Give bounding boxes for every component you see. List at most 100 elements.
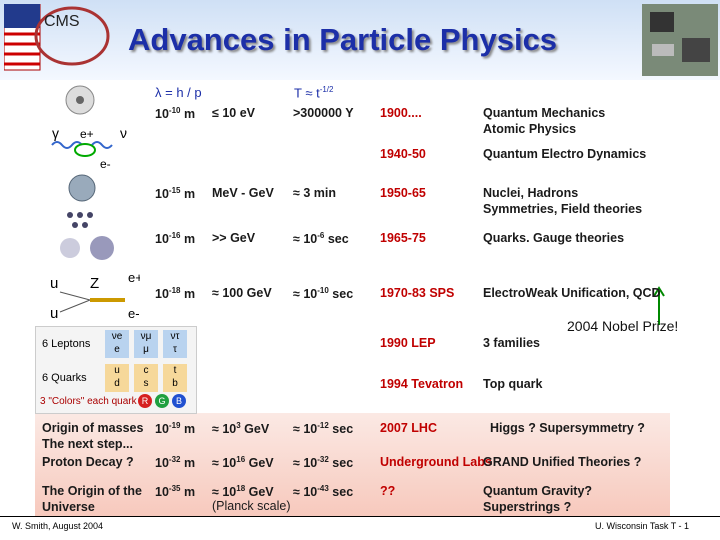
time: ≈ 10-6 sec bbox=[293, 231, 349, 246]
table-label: 3 "Colors" each quark bbox=[40, 396, 137, 407]
diagram-label: e- bbox=[128, 306, 140, 320]
topic: Quantum Mechanics bbox=[483, 106, 606, 120]
particle: c bbox=[143, 365, 149, 376]
diagram-label: u bbox=[50, 305, 58, 320]
text: 10 bbox=[155, 485, 169, 500]
column-header: λ = h / p bbox=[155, 85, 202, 100]
annotation-arrow bbox=[653, 286, 665, 325]
row-label: The next step... bbox=[42, 437, 133, 451]
text: ≈ bbox=[293, 232, 304, 247]
particle: s bbox=[143, 378, 149, 389]
text: T ≈ t bbox=[294, 85, 320, 101]
length: 10-16 m bbox=[155, 231, 195, 246]
topic: Atomic Physics bbox=[483, 122, 577, 136]
text: -19 bbox=[168, 421, 181, 430]
text: 3 bbox=[236, 421, 241, 430]
length: 10-35 m bbox=[155, 484, 195, 499]
text: 10 bbox=[155, 422, 169, 437]
text: -32 bbox=[317, 455, 329, 464]
svg-text:CMS: CMS bbox=[44, 13, 80, 30]
text: GeV bbox=[245, 485, 274, 500]
text: 10 bbox=[155, 187, 169, 202]
diagram-label: e+ bbox=[80, 127, 94, 141]
time: ≈ 3 min bbox=[293, 186, 336, 200]
time: ≈ 10-10 sec bbox=[293, 286, 353, 301]
particle: b bbox=[172, 378, 178, 389]
year: 1970-83 SPS bbox=[380, 286, 455, 300]
text: sec bbox=[328, 422, 354, 437]
text: >> GeV bbox=[212, 231, 256, 245]
diagram-label: Z bbox=[90, 275, 99, 292]
color-charge: B bbox=[172, 394, 186, 408]
text: -18 bbox=[168, 286, 181, 295]
diagram-label: u bbox=[50, 275, 58, 292]
slide-title: Advances in Particle Physics bbox=[128, 22, 558, 57]
text: GeV bbox=[245, 456, 274, 471]
text: ≈ bbox=[293, 422, 304, 437]
particle: τ bbox=[173, 344, 177, 355]
topic: GRAND Unified Theories ? bbox=[483, 455, 642, 469]
text: 10 bbox=[155, 456, 169, 471]
text: -35 bbox=[168, 484, 181, 493]
text: m bbox=[180, 232, 196, 247]
particle: νμ bbox=[140, 331, 152, 342]
topic: Superstrings ? bbox=[483, 500, 572, 514]
text: -32 bbox=[168, 455, 181, 464]
text: MeV - GeV bbox=[212, 186, 274, 200]
year: 2007 LHC bbox=[380, 421, 437, 435]
text: ≈ bbox=[293, 287, 304, 302]
particle: t bbox=[173, 365, 177, 376]
text: ≤ 10 eV bbox=[212, 106, 255, 120]
physics-icons: γ e+ ν e- u Z e+ u e- bbox=[50, 85, 140, 320]
particle: d bbox=[114, 378, 120, 389]
row-label: Universe bbox=[42, 500, 95, 514]
text: sec bbox=[328, 287, 354, 302]
row-label: The Origin of the bbox=[42, 484, 142, 498]
footer-line bbox=[0, 516, 720, 517]
length: 10-10 m bbox=[155, 106, 195, 121]
table-label: 6 Leptons bbox=[42, 338, 91, 350]
text: ≈ bbox=[212, 485, 223, 500]
text: 10 bbox=[155, 232, 169, 247]
text: 10 bbox=[303, 422, 318, 437]
energy-note: (Planck scale) bbox=[212, 499, 291, 513]
text: -10 bbox=[168, 106, 181, 115]
length: 10-15 m bbox=[155, 186, 195, 201]
column-header: T ≈ t-1/2 bbox=[294, 85, 333, 100]
text: 10 bbox=[222, 456, 237, 471]
text: -12 bbox=[317, 421, 329, 430]
time: ≈ 10-43 sec bbox=[293, 484, 353, 499]
text: -10 bbox=[317, 286, 329, 295]
text: sec bbox=[328, 485, 354, 500]
color-charge: R bbox=[138, 394, 152, 408]
text: sec bbox=[328, 456, 354, 471]
text: 18 bbox=[236, 484, 246, 493]
year: 1900.... bbox=[380, 106, 422, 120]
footer-right: U. Wisconsin Task T - 1 bbox=[595, 521, 690, 531]
time: >300000 Y bbox=[293, 106, 354, 120]
text: m bbox=[180, 107, 196, 122]
year: 1965-75 bbox=[380, 231, 426, 245]
text: -15 bbox=[168, 186, 181, 195]
text: 10 bbox=[155, 287, 169, 302]
text: 10 bbox=[303, 456, 318, 471]
text: sec bbox=[324, 232, 349, 247]
lepton-cell: νe e bbox=[105, 330, 129, 358]
particle: u bbox=[114, 365, 120, 376]
text: m bbox=[180, 287, 196, 302]
text: m bbox=[180, 456, 196, 471]
topic: ElectroWeak Unification, QCD bbox=[483, 286, 661, 300]
energy: ≈ 103 GeV bbox=[212, 421, 269, 436]
diagram-label: ν bbox=[120, 125, 127, 141]
circuit-board-image bbox=[642, 4, 718, 76]
text: ≈ 3 min bbox=[293, 186, 336, 200]
diagram-label: e- bbox=[100, 157, 111, 171]
year: ?? bbox=[380, 484, 396, 498]
length: 10-32 m bbox=[155, 455, 195, 470]
text: m bbox=[180, 422, 196, 437]
energy: ≈ 1018 GeV bbox=[212, 484, 274, 499]
